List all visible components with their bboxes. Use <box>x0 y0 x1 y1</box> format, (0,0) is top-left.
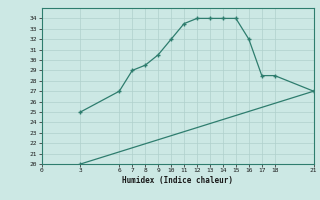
X-axis label: Humidex (Indice chaleur): Humidex (Indice chaleur) <box>122 176 233 185</box>
